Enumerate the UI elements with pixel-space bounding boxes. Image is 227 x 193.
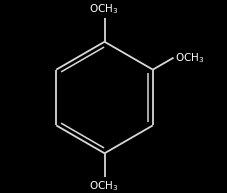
Text: OCH$_3$: OCH$_3$ [89,179,118,193]
Text: OCH$_3$: OCH$_3$ [175,51,204,65]
Text: OCH$_3$: OCH$_3$ [89,3,118,16]
